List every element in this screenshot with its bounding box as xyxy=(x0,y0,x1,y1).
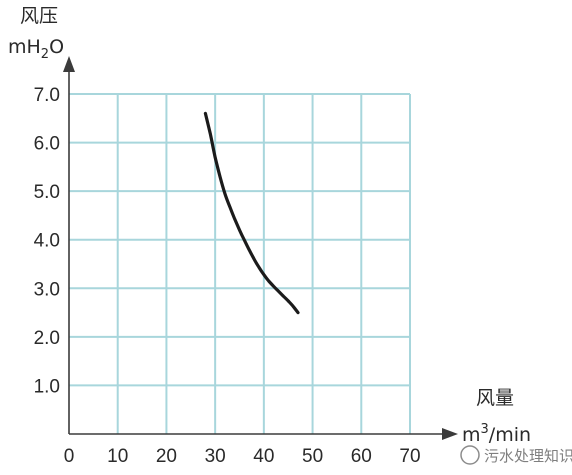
x-tick-labels: 0 10 20 30 40 50 60 70 xyxy=(64,446,421,467)
x-tick-label: 40 xyxy=(253,446,274,467)
watermark-text: 污水处理知识 xyxy=(484,447,572,465)
y-tick-label: 4.0 xyxy=(34,231,60,252)
x-axis-title-line2: m3/min xyxy=(462,422,531,446)
x-tick-label: 50 xyxy=(302,446,323,467)
series-line xyxy=(203,111,300,315)
x-tick-label: 20 xyxy=(156,446,177,467)
axes xyxy=(63,56,458,440)
x-tick-label: 30 xyxy=(205,446,226,467)
watermark-logo-icon xyxy=(460,445,480,465)
y-tick-label: 5.0 xyxy=(34,182,60,203)
y-tick-label: 6.0 xyxy=(34,134,60,155)
y-tick-labels: 1.0 2.0 3.0 4.0 5.0 6.0 7.0 xyxy=(34,85,60,397)
x-tick-label: 60 xyxy=(351,446,372,467)
y-tick-label: 3.0 xyxy=(34,279,60,300)
grid xyxy=(69,93,411,434)
x-tick-label: 70 xyxy=(399,446,420,467)
watermark: 污水处理知识 xyxy=(460,445,572,465)
y-tick-label: 1.0 xyxy=(34,376,60,397)
x-axis-title-line1: 风量 xyxy=(476,387,514,409)
y-tick-label: 2.0 xyxy=(34,328,60,349)
x-tick-label: 10 xyxy=(107,446,128,467)
y-axis-title-line2: mH2O xyxy=(8,36,64,62)
y-axis-arrow xyxy=(63,56,75,72)
y-tick-label: 7.0 xyxy=(34,85,60,106)
x-axis-arrow xyxy=(442,428,458,440)
series-group xyxy=(203,111,300,315)
y-axis-title-line1: 风压 xyxy=(20,5,58,27)
x-tick-label: 0 xyxy=(64,446,75,467)
